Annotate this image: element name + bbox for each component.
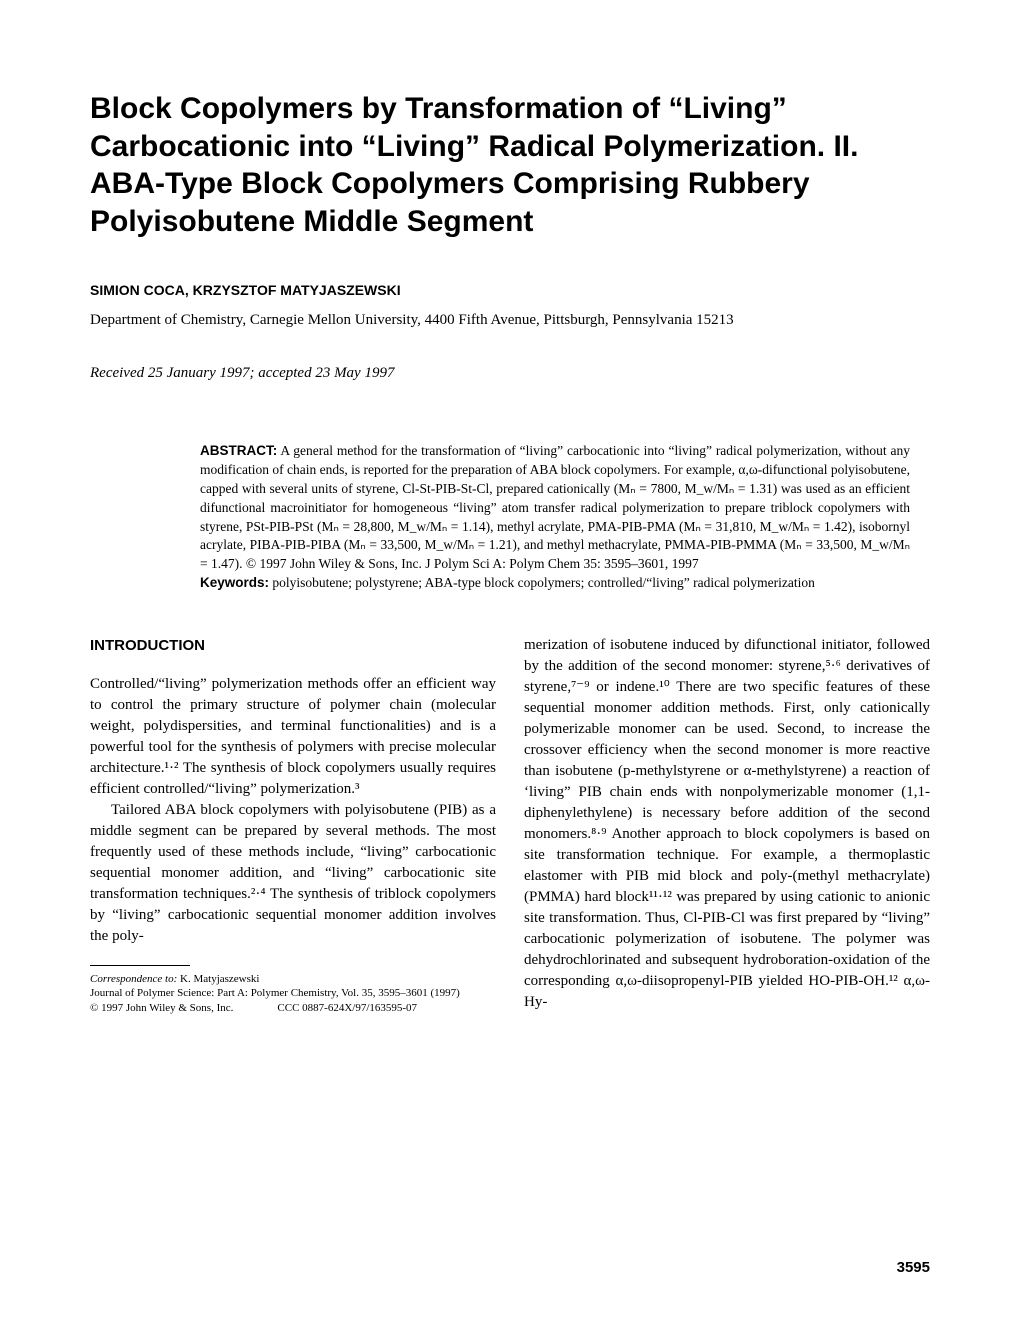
column-left: INTRODUCTION Controlled/“living” polymer…: [90, 635, 496, 1015]
keywords-paragraph: Keywords: polyisobutene; polystyrene; AB…: [200, 574, 910, 593]
keywords-label: Keywords:: [200, 575, 269, 590]
body-paragraph: Controlled/“living” polymerization metho…: [90, 674, 496, 800]
abstract-text: A general method for the transformation …: [200, 443, 910, 571]
footnote-copyright-line: © 1997 John Wiley & Sons, Inc. CCC 0887-…: [90, 1001, 496, 1015]
body-paragraph: Tailored ABA block copolymers with polyi…: [90, 800, 496, 947]
author-names: SIMION COCA, KRZYSZTOF MATYJASZEWSKI: [90, 282, 930, 298]
column-right: merization of isobutene induced by difun…: [524, 635, 930, 1015]
footnote-journal: Journal of Polymer Science: Part A: Poly…: [90, 986, 496, 1000]
footnote-correspondence: Correspondence to: K. Matyjaszewski: [90, 972, 496, 986]
body-paragraph: merization of isobutene induced by difun…: [524, 635, 930, 1013]
correspondence-label: Correspondence to:: [90, 973, 177, 985]
correspondence-name: K. Matyjaszewski: [177, 973, 259, 985]
abstract-paragraph: ABSTRACT: A general method for the trans…: [200, 442, 910, 574]
body-columns: INTRODUCTION Controlled/“living” polymer…: [90, 635, 930, 1015]
page-number: 3595: [897, 1259, 930, 1276]
footnote-copyright: © 1997 John Wiley & Sons, Inc.: [90, 1002, 233, 1014]
section-heading-introduction: INTRODUCTION: [90, 635, 496, 656]
footnote-rule: [90, 965, 190, 966]
keywords-text: polyisobutene; polystyrene; ABA-type blo…: [269, 575, 815, 590]
received-dates: Received 25 January 1997; accepted 23 Ma…: [90, 365, 930, 382]
abstract-label: ABSTRACT:: [200, 443, 277, 458]
article-title: Block Copolymers by Transformation of “L…: [90, 90, 930, 240]
abstract-block: ABSTRACT: A general method for the trans…: [200, 442, 910, 593]
author-affiliation: Department of Chemistry, Carnegie Mellon…: [90, 312, 930, 329]
footnote-ccc: CCC 0887-624X/97/163595-07: [277, 1002, 417, 1014]
